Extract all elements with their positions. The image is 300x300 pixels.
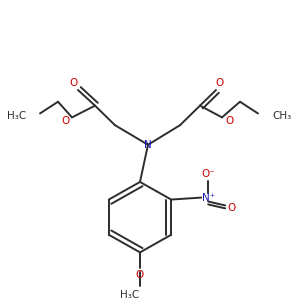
- Text: CH₃: CH₃: [272, 111, 291, 122]
- Text: H₃C: H₃C: [7, 111, 26, 122]
- Text: O⁻: O⁻: [201, 169, 215, 179]
- Text: O: O: [136, 270, 144, 280]
- Text: O: O: [70, 78, 78, 88]
- Text: O: O: [216, 78, 224, 88]
- Text: H₃C: H₃C: [120, 290, 140, 300]
- Text: O: O: [225, 116, 233, 126]
- Text: N: N: [144, 140, 152, 150]
- Text: O: O: [62, 116, 70, 126]
- Text: N⁺: N⁺: [202, 193, 215, 202]
- Text: O: O: [227, 203, 235, 213]
